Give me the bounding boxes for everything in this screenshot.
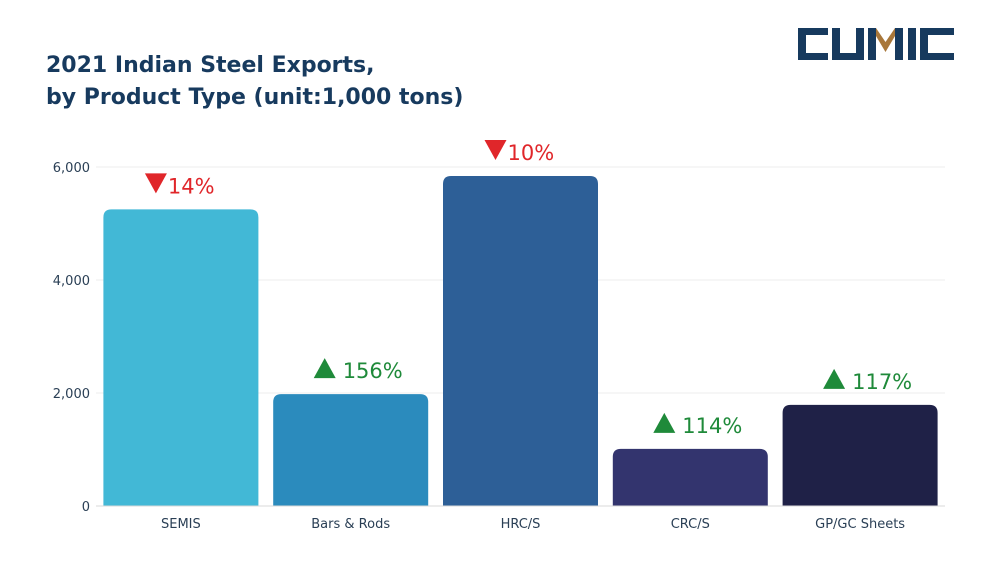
down-triangle-icon [484, 140, 507, 161]
title-line-1: 2021 Indian Steel Exports, [46, 53, 375, 78]
x-tick-label: GP/GC Sheets [815, 517, 905, 532]
bar-hrc-s [443, 176, 598, 507]
change-percent-label: 114% [682, 414, 742, 438]
up-triangle-icon [313, 358, 336, 379]
title-line-2: by Product Type (unit:1,000 tons) [46, 85, 464, 110]
cumic-logo [798, 28, 954, 60]
x-tick-label: CRC/S [671, 517, 710, 532]
x-tick-label: Bars & Rods [311, 517, 390, 532]
change-percent-label: 14% [168, 174, 215, 198]
bar-crc-s [612, 448, 768, 506]
bar-semis [103, 209, 259, 506]
change-percent-label: 117% [852, 370, 912, 394]
x-tick-label: SEMIS [161, 517, 201, 532]
bar-bars-rods [273, 394, 429, 506]
bar-gp-gc-sheets [782, 404, 938, 506]
y-tick-label: 2,000 [53, 387, 90, 402]
x-tick-label: HRC/S [501, 517, 541, 532]
y-tick-label: 4,000 [53, 274, 90, 289]
y-tick-label: 6,000 [53, 161, 90, 176]
up-triangle-icon [653, 412, 676, 433]
y-tick-label: 0 [82, 500, 90, 515]
down-triangle-icon [144, 173, 167, 194]
up-triangle-icon [823, 368, 846, 389]
change-percent-label: 156% [343, 359, 403, 383]
change-percent-label: 10% [508, 141, 555, 165]
chart-title: 2021 Indian Steel Exports, by Product Ty… [46, 50, 463, 114]
